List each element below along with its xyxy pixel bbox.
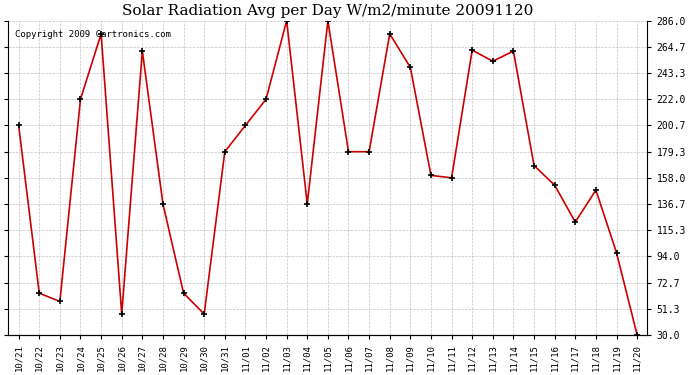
Text: Copyright 2009 Cartronics.com: Copyright 2009 Cartronics.com xyxy=(14,30,170,39)
Title: Solar Radiation Avg per Day W/m2/minute 20091120: Solar Radiation Avg per Day W/m2/minute … xyxy=(122,4,533,18)
